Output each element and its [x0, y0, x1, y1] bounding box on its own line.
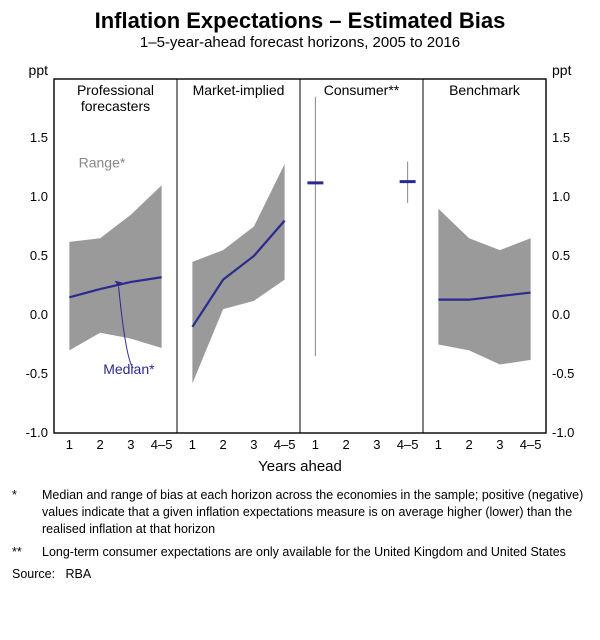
- svg-text:3: 3: [496, 437, 503, 452]
- source-line: Source: RBA: [12, 567, 588, 581]
- svg-text:1.0: 1.0: [552, 189, 570, 204]
- footnote-mark: *: [12, 487, 42, 538]
- svg-text:1: 1: [66, 437, 73, 452]
- svg-text:1.5: 1.5: [30, 130, 48, 145]
- footnote-text: Long-term consumer expectations are only…: [42, 544, 588, 561]
- svg-text:Benchmark: Benchmark: [449, 82, 521, 98]
- svg-text:ppt: ppt: [29, 62, 49, 78]
- svg-text:1: 1: [312, 437, 319, 452]
- svg-text:2: 2: [466, 437, 473, 452]
- footnotes: *Median and range of bias at each horizo…: [12, 487, 588, 561]
- svg-text:3: 3: [127, 437, 134, 452]
- chart-svg: -1.0 -1.0 -0.5 -0.5 0.0 0.0 0.5 0.5 1.0 1.0 1.5 1.5…: [12, 57, 588, 477]
- svg-text:1.5: 1.5: [552, 130, 570, 145]
- svg-text:forecasters: forecasters: [81, 98, 150, 114]
- source-label: Source:: [12, 567, 55, 581]
- chart-subtitle: 1–5-year-ahead forecast horizons, 2005 t…: [12, 34, 588, 51]
- svg-text:Range*: Range*: [79, 155, 126, 171]
- svg-text:3: 3: [250, 437, 257, 452]
- svg-text:2: 2: [220, 437, 227, 452]
- svg-text:4–5: 4–5: [520, 437, 542, 452]
- svg-text:Years ahead: Years ahead: [258, 458, 342, 475]
- svg-text:4–5: 4–5: [151, 437, 173, 452]
- chart-area: -1.0 -1.0 -0.5 -0.5 0.0 0.0 0.5 0.5 1.0 1.0 1.5 1.5…: [12, 57, 588, 477]
- svg-text:Consumer**: Consumer**: [324, 82, 400, 98]
- figure-container: Inflation Expectations – Estimated Bias …: [0, 0, 600, 589]
- svg-text:Market-implied: Market-implied: [193, 82, 285, 98]
- svg-text:Professional: Professional: [77, 82, 154, 98]
- svg-text:4–5: 4–5: [274, 437, 296, 452]
- svg-text:ppt: ppt: [552, 62, 572, 78]
- svg-text:2: 2: [343, 437, 350, 452]
- svg-text:2: 2: [97, 437, 104, 452]
- svg-text:-1.0: -1.0: [552, 425, 574, 440]
- svg-text:3: 3: [373, 437, 380, 452]
- footnote-mark: **: [12, 544, 42, 561]
- svg-text:4–5: 4–5: [397, 437, 419, 452]
- svg-text:1.0: 1.0: [30, 189, 48, 204]
- svg-text:0.5: 0.5: [552, 248, 570, 263]
- svg-text:-1.0: -1.0: [26, 425, 48, 440]
- svg-text:1: 1: [189, 437, 196, 452]
- svg-text:-0.5: -0.5: [552, 366, 574, 381]
- svg-text:Median*: Median*: [103, 361, 155, 377]
- svg-text:0.5: 0.5: [30, 248, 48, 263]
- svg-text:0.0: 0.0: [552, 307, 570, 322]
- chart-title: Inflation Expectations – Estimated Bias: [12, 8, 588, 34]
- footnote-text: Median and range of bias at each horizon…: [42, 487, 588, 538]
- source-value: RBA: [66, 567, 92, 581]
- svg-text:1: 1: [435, 437, 442, 452]
- footnote-row: *Median and range of bias at each horizo…: [12, 487, 588, 538]
- footnote-row: **Long-term consumer expectations are on…: [12, 544, 588, 561]
- svg-text:-0.5: -0.5: [26, 366, 48, 381]
- svg-text:0.0: 0.0: [30, 307, 48, 322]
